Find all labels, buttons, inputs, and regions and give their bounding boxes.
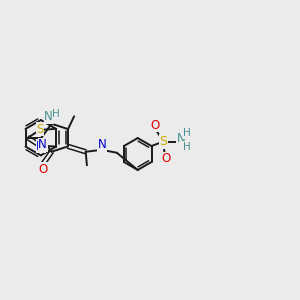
Text: S: S <box>37 123 44 136</box>
Text: H: H <box>52 110 60 119</box>
Text: N: N <box>44 110 53 123</box>
Text: O: O <box>38 163 48 176</box>
Text: N: N <box>98 138 106 151</box>
Text: H: H <box>183 128 191 138</box>
Text: S: S <box>159 135 167 148</box>
Text: O: O <box>151 119 160 132</box>
Text: H: H <box>183 142 191 152</box>
Text: N: N <box>177 132 186 145</box>
Text: N: N <box>36 140 45 153</box>
Text: N: N <box>38 138 47 151</box>
Text: O: O <box>161 152 170 165</box>
